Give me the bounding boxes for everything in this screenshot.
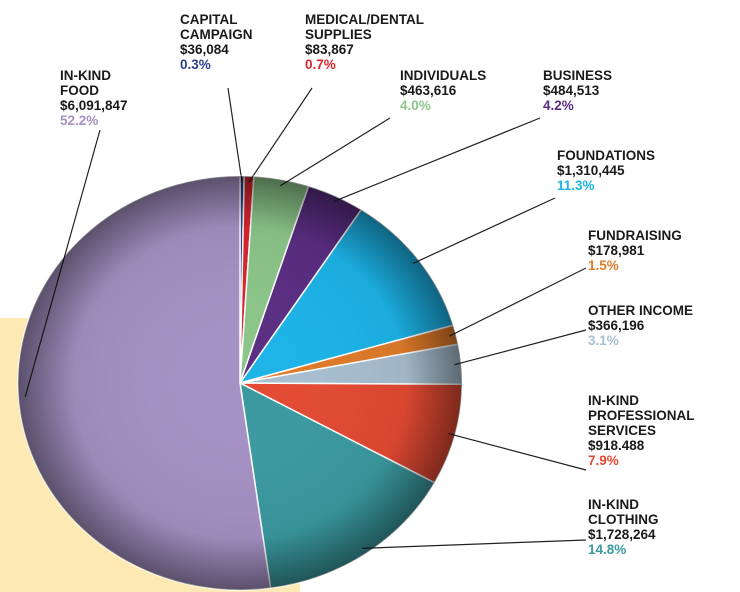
percent-label: 52.2% bbox=[60, 113, 99, 128]
percent-label: 4.2% bbox=[543, 98, 574, 113]
amount-label: $1,728,264 bbox=[588, 527, 656, 542]
amount-label: $83,867 bbox=[305, 42, 354, 57]
percent-label: 11.3% bbox=[557, 178, 595, 193]
amount-label: $463,616 bbox=[400, 83, 457, 98]
amount-label: $178,981 bbox=[588, 243, 645, 258]
percent-label: 7.9% bbox=[588, 453, 619, 468]
slice-label: IN-KIND CLOTHING $1,728,264 14.8% bbox=[588, 497, 708, 557]
amount-label: $6,091,847 bbox=[60, 98, 128, 113]
percent-label: 4.0% bbox=[400, 98, 431, 113]
slice-label: IN-KIND FOOD $6,091,847 52.2% bbox=[60, 68, 140, 128]
percent-label: 14.8% bbox=[588, 542, 627, 557]
leader-line bbox=[332, 117, 541, 203]
category-name: IN-KIND FOOD bbox=[60, 68, 111, 98]
category-name: FOUNDATIONS bbox=[557, 148, 655, 163]
percent-label: 0.7% bbox=[305, 57, 336, 72]
percent-label: 0.3% bbox=[180, 57, 211, 72]
slice-label: INDIVIDUALS $463,616 4.0% bbox=[400, 68, 530, 113]
category-name: OTHER INCOME bbox=[588, 303, 694, 318]
leader-line bbox=[227, 87, 243, 183]
slice-label: FOUNDATIONS $1,310,445 11.3% bbox=[557, 148, 687, 193]
category-name: BUSINESS bbox=[543, 68, 613, 83]
leader-line bbox=[454, 329, 587, 366]
amount-label: $918.488 bbox=[588, 438, 645, 453]
leader-line bbox=[412, 197, 556, 264]
percent-label: 1.5% bbox=[588, 258, 619, 273]
slice-label: IN-KIND PROFESSIONAL SERVICES $918.488 7.9… bbox=[588, 393, 718, 468]
category-name: IN-KIND CLOTHING bbox=[588, 497, 659, 527]
leader-line bbox=[248, 87, 313, 183]
amount-label: $484,513 bbox=[543, 83, 600, 98]
category-name: CAPITAL CAMPAIGN bbox=[180, 12, 253, 42]
slice-label: OTHER INCOME $366,196 3.1% bbox=[588, 303, 728, 348]
amount-label: $36,084 bbox=[180, 42, 229, 57]
slice-label: BUSINESS $484,513 4.2% bbox=[543, 68, 633, 113]
slice-label: MEDICAL/DENTAL SUPPLIES $83,867 0.7% bbox=[305, 12, 435, 72]
amount-label: $1,310,445 bbox=[557, 163, 625, 178]
category-name: MEDICAL/DENTAL SUPPLIES bbox=[305, 12, 424, 42]
leader-line bbox=[362, 539, 587, 549]
leader-line bbox=[448, 432, 587, 471]
leader-line bbox=[280, 117, 391, 187]
category-name: INDIVIDUALS bbox=[400, 68, 487, 83]
slice-label: FUNDRAISING $178,981 1.5% bbox=[588, 228, 708, 273]
slice-label: CAPITAL CAMPAIGN $36,084 0.3% bbox=[180, 12, 270, 72]
amount-label: $366,196 bbox=[588, 318, 645, 333]
category-name: IN-KIND PROFESSIONAL SERVICES bbox=[588, 393, 695, 438]
category-name: FUNDRAISING bbox=[588, 228, 682, 243]
leader-line bbox=[449, 267, 587, 337]
percent-label: 3.1% bbox=[588, 333, 619, 348]
